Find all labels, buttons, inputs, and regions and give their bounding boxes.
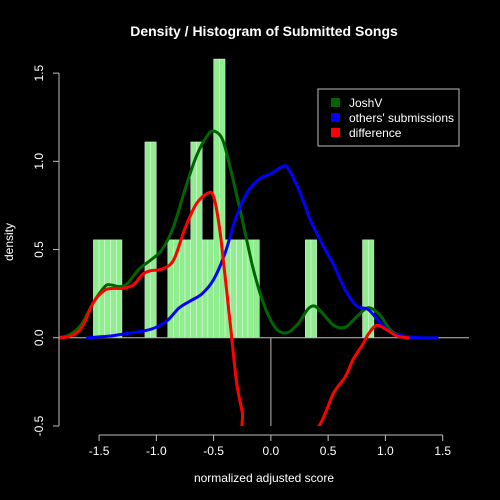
legend-swatch-others (331, 113, 340, 122)
x-axis: -1.5 -1.0 -0.5 0.0 0.5 1.0 1.5 (89, 434, 451, 458)
histogram-bar-25 (362, 239, 369, 338)
density-curves (59, 129, 439, 426)
y-tick-label-4: 1.5 (32, 64, 46, 81)
histogram-bar-26 (368, 239, 375, 338)
legend-label-joshv: JoshV (349, 96, 382, 110)
x-tick-label-4: 0.5 (320, 444, 337, 458)
x-tick-label-3: 0.0 (263, 444, 280, 458)
histogram-bar-19 (236, 239, 243, 338)
x-tick-label-0: -1.5 (89, 444, 110, 458)
x-tick-label-2: -0.5 (203, 444, 224, 458)
series-line-difference (59, 190, 410, 426)
x-tick-label-6: 1.5 (434, 444, 451, 458)
legend: JoshV others' submissions difference (317, 88, 460, 147)
legend-label-difference: difference (349, 126, 402, 140)
histogram-bar-9 (179, 239, 186, 338)
histogram-bar-0 (93, 239, 100, 338)
plot-area (59, 58, 469, 426)
x-tick-label-5: 1.0 (377, 444, 394, 458)
y-tick-label-0: -0.5 (32, 415, 46, 436)
histogram-bar-6 (150, 141, 157, 338)
histogram-bar-10 (184, 239, 191, 338)
histogram-bars (59, 58, 469, 426)
x-axis-label: normalized adjusted score (194, 471, 334, 485)
histogram-bar-24 (310, 239, 317, 338)
chart-title: Density / Histogram of Submitted Songs (130, 23, 398, 39)
series-line-others (86, 164, 439, 340)
x-tick-label-1: -1.0 (146, 444, 167, 458)
histogram-bar-16 (219, 58, 226, 338)
y-tick-label-2: 0.5 (32, 241, 46, 258)
series-line-joshv (59, 129, 416, 340)
y-tick-label-3: 1.0 (32, 153, 46, 170)
legend-swatch-joshv (331, 98, 340, 107)
legend-box (317, 88, 460, 147)
y-axis: -0.5 0.0 0.5 1.0 1.5 (32, 64, 60, 436)
histogram-bar-20 (242, 239, 249, 338)
legend-label-others: others' submissions (349, 111, 454, 125)
legend-swatch-difference (331, 128, 340, 137)
y-axis-label: density (2, 223, 16, 261)
histogram-bar-12 (196, 141, 203, 338)
y-tick-label-1: 0.0 (32, 329, 46, 346)
histogram-bar-5 (144, 141, 151, 338)
histogram-bar-7 (167, 239, 174, 338)
histogram-bar-23 (305, 239, 312, 338)
